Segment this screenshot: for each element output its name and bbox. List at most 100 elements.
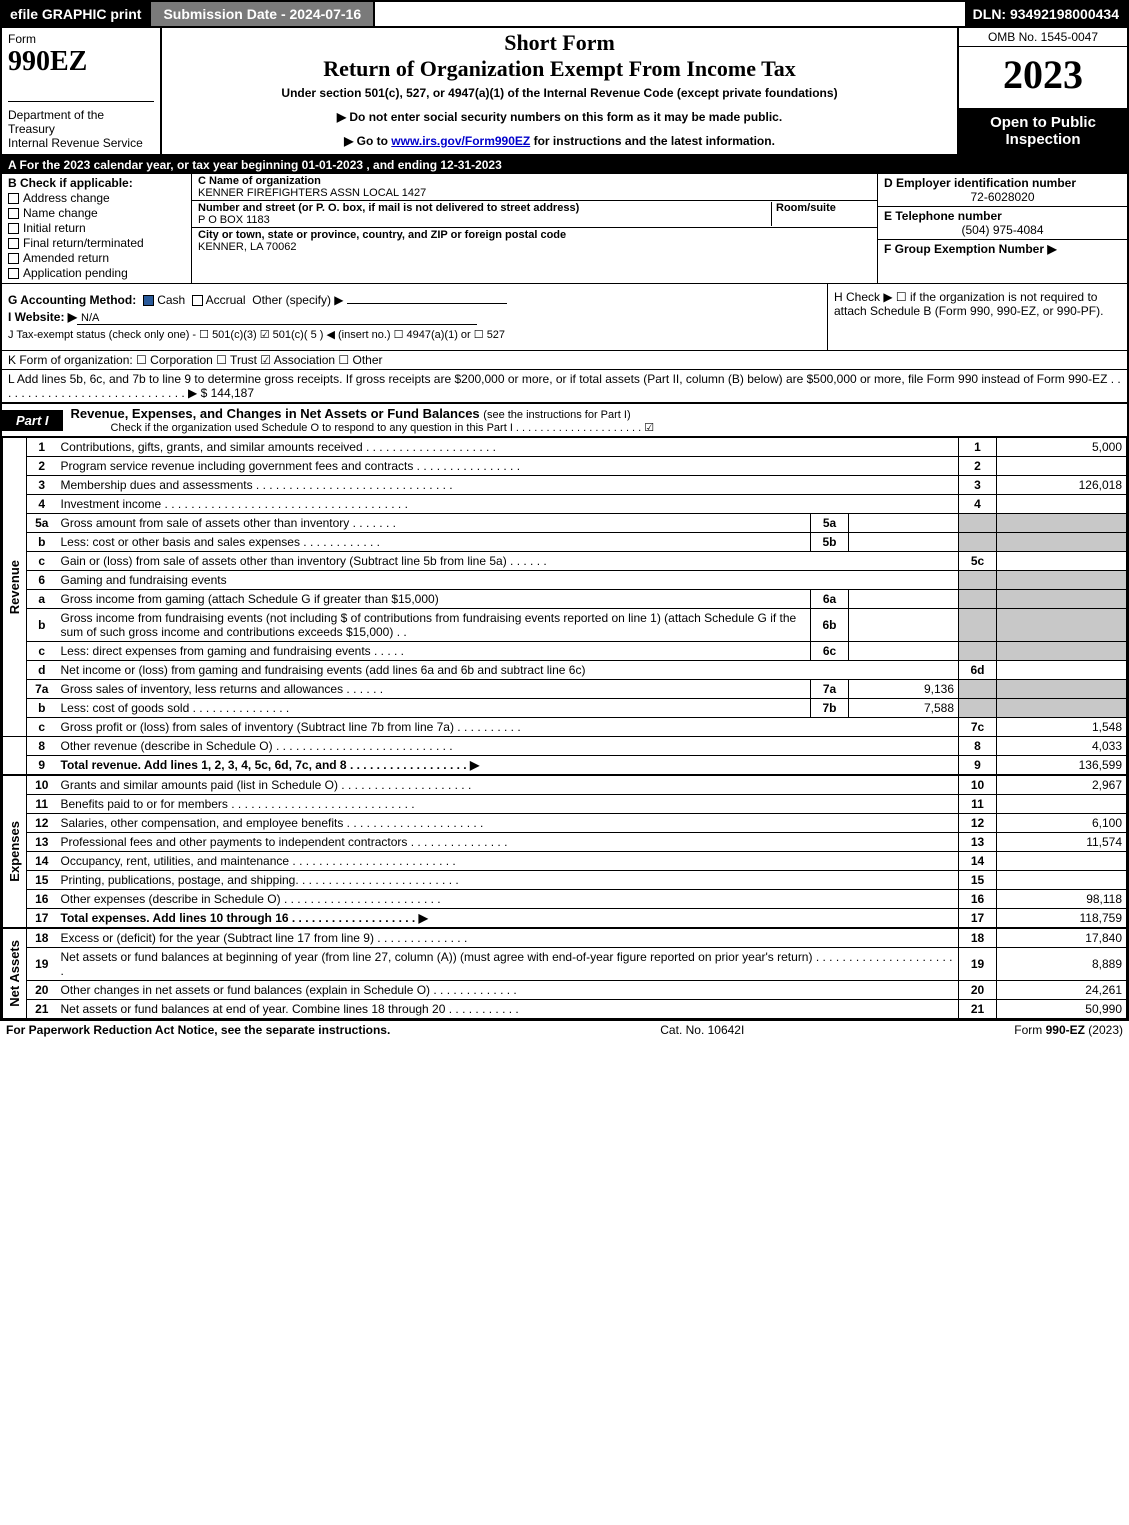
table-row: 5a Gross amount from sale of assets othe…	[3, 514, 1127, 533]
c-name-row: C Name of organization KENNER FIREFIGHTE…	[192, 174, 877, 201]
topbar: efile GRAPHIC print Submission Date - 20…	[2, 2, 1127, 28]
line-desc: Less: cost of goods sold . . . . . . . .…	[57, 699, 811, 718]
line-num: 2	[27, 457, 57, 476]
col-h: H Check ▶ ☐ if the organization is not r…	[827, 284, 1127, 350]
irs-link[interactable]: www.irs.gov/Form990EZ	[391, 134, 530, 148]
line-rv	[997, 457, 1127, 476]
line-rn: 7c	[959, 718, 997, 737]
line-desc: Contributions, gifts, grants, and simila…	[57, 438, 959, 457]
checkbox-icon	[8, 268, 19, 279]
org-city: KENNER, LA 70062	[198, 241, 871, 253]
chk-final-return[interactable]: Final return/terminated	[8, 236, 185, 250]
line-rv: 2,967	[997, 775, 1127, 795]
table-row: b Less: cost or other basis and sales ex…	[3, 533, 1127, 552]
omb-number: OMB No. 1545-0047	[959, 28, 1127, 47]
form-header: Form 990EZ Department of the Treasury In…	[2, 28, 1127, 156]
line-rn: 10	[959, 775, 997, 795]
line-num: 17	[27, 909, 57, 929]
form-word: Form	[8, 32, 154, 46]
table-row: 8 Other revenue (describe in Schedule O)…	[3, 737, 1127, 756]
chk-label: Application pending	[23, 266, 128, 280]
line-midv	[849, 609, 959, 642]
line-num: 9	[27, 756, 57, 776]
chk-application-pending[interactable]: Application pending	[8, 266, 185, 280]
table-row: 9 Total revenue. Add lines 1, 2, 3, 4, 5…	[3, 756, 1127, 776]
line-num: 10	[27, 775, 57, 795]
chk-label: Name change	[23, 206, 98, 220]
f-group-row: F Group Exemption Number ▶	[878, 240, 1127, 283]
efile-label: efile GRAPHIC print	[2, 2, 149, 26]
g-accrual: Accrual	[206, 293, 246, 307]
department-label: Department of the Treasury Internal Reve…	[8, 101, 154, 150]
line-rv	[997, 661, 1127, 680]
gray-cell	[959, 571, 997, 590]
line-rn: 20	[959, 981, 997, 1000]
line-rn: 2	[959, 457, 997, 476]
col-gij: G Accounting Method: Cash Accrual Other …	[2, 284, 827, 350]
table-row: 19 Net assets or fund balances at beginn…	[3, 948, 1127, 981]
part1-title: Revenue, Expenses, and Changes in Net As…	[63, 404, 1127, 436]
footer-left: For Paperwork Reduction Act Notice, see …	[6, 1023, 390, 1037]
line-rn: 11	[959, 795, 997, 814]
gray-cell	[997, 680, 1127, 699]
table-row: d Net income or (loss) from gaming and f…	[3, 661, 1127, 680]
line-num: 11	[27, 795, 57, 814]
line-midv	[849, 533, 959, 552]
gray-cell	[997, 533, 1127, 552]
page-footer: For Paperwork Reduction Act Notice, see …	[0, 1021, 1129, 1039]
website-value: N/A	[77, 312, 477, 325]
table-row: Expenses 10 Grants and similar amounts p…	[3, 775, 1127, 795]
revenue-vlabel-cont	[3, 737, 27, 776]
gray-cell	[997, 642, 1127, 661]
line-desc: Less: direct expenses from gaming and fu…	[57, 642, 811, 661]
j-tax-exempt: J Tax-exempt status (check only one) - ☐…	[8, 328, 821, 341]
table-row: b Gross income from fundraising events (…	[3, 609, 1127, 642]
chk-name-change[interactable]: Name change	[8, 206, 185, 220]
goto-post: for instructions and the latest informat…	[530, 134, 775, 148]
line-desc: Benefits paid to or for members . . . . …	[57, 795, 959, 814]
c-name-caption: C Name of organization	[198, 175, 871, 187]
g-other: Other (specify) ▶	[252, 293, 343, 307]
table-row: 21 Net assets or fund balances at end of…	[3, 1000, 1127, 1019]
line-sub: c	[27, 642, 57, 661]
checkbox-icon	[8, 223, 19, 234]
checkbox-icon	[192, 295, 203, 306]
section-gh: G Accounting Method: Cash Accrual Other …	[2, 284, 1127, 351]
checkbox-checked-icon	[143, 295, 154, 306]
line-mid: 7a	[811, 680, 849, 699]
chk-amended-return[interactable]: Amended return	[8, 251, 185, 265]
line-sub: c	[27, 718, 57, 737]
line-mid: 5a	[811, 514, 849, 533]
expenses-vtext: Expenses	[7, 821, 22, 882]
table-row: a Gross income from gaming (attach Sched…	[3, 590, 1127, 609]
line-rv	[997, 795, 1127, 814]
line-desc: Total revenue. Add lines 1, 2, 3, 4, 5c,…	[57, 756, 959, 776]
line-rv: 24,261	[997, 981, 1127, 1000]
line-num: 7a	[27, 680, 57, 699]
topbar-spacer	[375, 2, 965, 26]
line-num: 19	[27, 948, 57, 981]
dln-label: DLN: 93492198000434	[965, 2, 1127, 26]
table-row: 20 Other changes in net assets or fund b…	[3, 981, 1127, 1000]
part1-bar: Part I Revenue, Expenses, and Changes in…	[2, 404, 1127, 437]
line-num: 4	[27, 495, 57, 514]
i-website: I Website: ▶N/A	[8, 310, 821, 325]
gray-cell	[959, 680, 997, 699]
chk-address-change[interactable]: Address change	[8, 191, 185, 205]
c-street-caption: Number and street (or P. O. box, if mail…	[198, 202, 771, 214]
part1-tab: Part I	[2, 410, 63, 431]
line-desc: Occupancy, rent, utilities, and maintena…	[57, 852, 959, 871]
chk-initial-return[interactable]: Initial return	[8, 221, 185, 235]
c-city-caption: City or town, state or province, country…	[198, 229, 871, 241]
part1-sub: (see the instructions for Part I)	[483, 409, 630, 421]
line-desc: Professional fees and other payments to …	[57, 833, 959, 852]
form-number: 990EZ	[8, 46, 154, 78]
line-desc: Net income or (loss) from gaming and fun…	[57, 661, 959, 680]
line-rv: 126,018	[997, 476, 1127, 495]
under-section: Under section 501(c), 527, or 4947(a)(1)…	[168, 86, 951, 100]
header-center: Short Form Return of Organization Exempt…	[162, 28, 957, 154]
line-num: 13	[27, 833, 57, 852]
table-row: c Gross profit or (loss) from sales of i…	[3, 718, 1127, 737]
line-rn: 19	[959, 948, 997, 981]
revenue-vlabel: Revenue	[3, 438, 27, 737]
